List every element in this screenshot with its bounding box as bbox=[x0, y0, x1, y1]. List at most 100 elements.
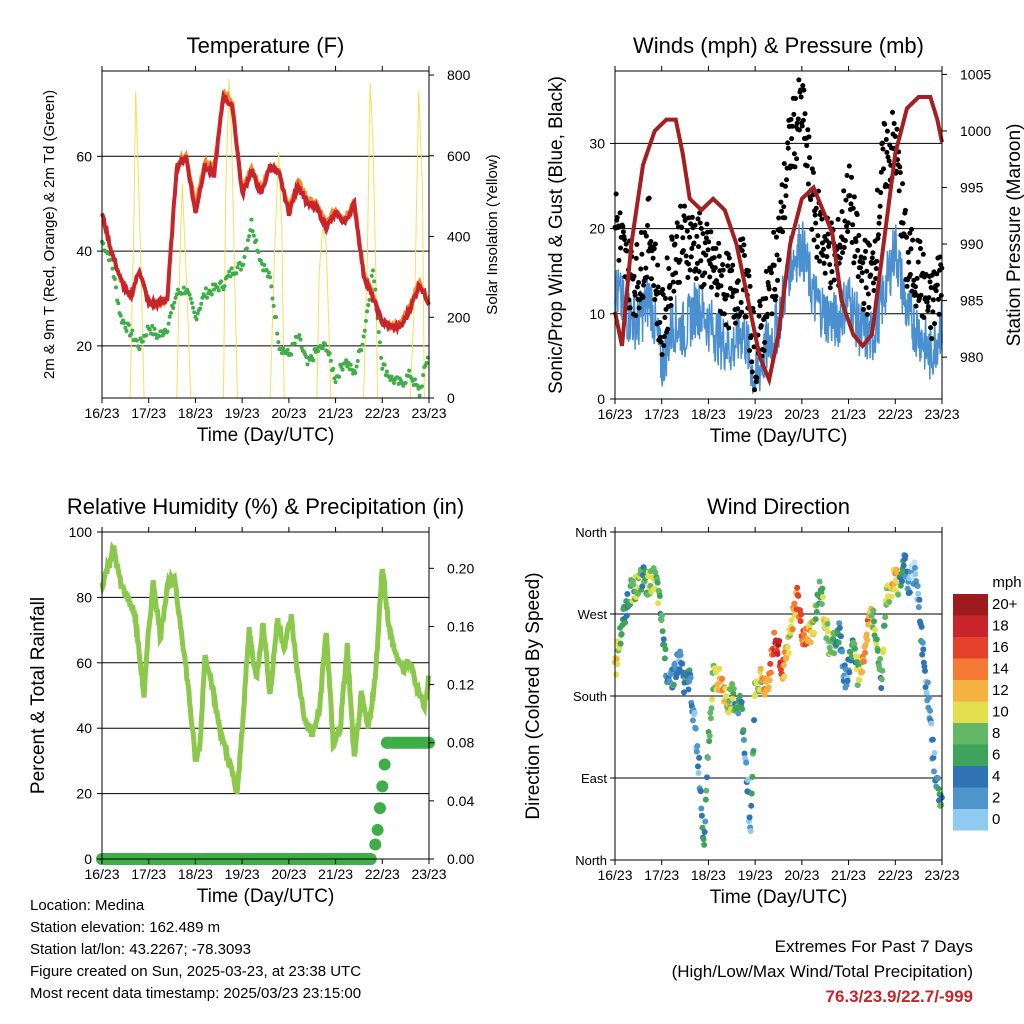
gust-point bbox=[669, 236, 675, 242]
gust-point bbox=[912, 284, 918, 290]
direction-point bbox=[739, 705, 746, 712]
gust-point bbox=[873, 276, 879, 282]
legend-label: 10 bbox=[992, 704, 1009, 721]
direction-point bbox=[795, 592, 802, 599]
gust-point bbox=[851, 260, 857, 266]
dewpoint-point bbox=[421, 373, 426, 378]
gust-point bbox=[845, 220, 851, 226]
gust-point bbox=[889, 109, 895, 115]
dewpoint-point bbox=[305, 362, 310, 367]
dewpoint-point bbox=[195, 311, 200, 316]
legend-label: 20+ bbox=[992, 596, 1018, 613]
y2-tick-label: 600 bbox=[447, 148, 471, 164]
gust-point bbox=[873, 266, 879, 272]
direction-point bbox=[703, 787, 710, 794]
direction-point bbox=[735, 710, 742, 717]
gust-point bbox=[726, 255, 732, 261]
y2-tick-label: 990 bbox=[960, 236, 984, 252]
direction-point bbox=[839, 648, 846, 655]
gust-point bbox=[747, 283, 753, 289]
direction-point bbox=[928, 720, 935, 727]
gust-point bbox=[634, 242, 640, 248]
direction-point bbox=[919, 639, 926, 646]
gust-point bbox=[757, 299, 763, 305]
direction-point bbox=[706, 732, 713, 739]
dewpoint-point bbox=[424, 361, 429, 366]
y-axis-label: 2m & 9m T (Red, Orange) & 2m Td (Green) bbox=[41, 90, 58, 379]
gust-point bbox=[634, 284, 640, 290]
gust-point bbox=[855, 247, 861, 253]
y2-tick-label: 400 bbox=[447, 229, 471, 245]
gust-point bbox=[866, 304, 872, 310]
gust-point bbox=[875, 232, 881, 238]
direction-point bbox=[630, 581, 637, 588]
gust-point bbox=[776, 215, 782, 221]
dewpoint-point bbox=[222, 284, 227, 289]
recent-timestamp: Most recent data timestamp: 2025/03/23 2… bbox=[30, 985, 362, 1002]
dewpoint-point bbox=[285, 347, 290, 352]
direction-point bbox=[729, 681, 736, 688]
gust-point bbox=[725, 263, 731, 269]
gust-point bbox=[822, 270, 828, 276]
gust-point bbox=[617, 210, 623, 216]
gust-point bbox=[693, 276, 699, 282]
gust-point bbox=[892, 133, 898, 139]
gust-point bbox=[655, 262, 661, 268]
gust-point bbox=[884, 149, 890, 155]
gust-point bbox=[903, 234, 909, 240]
speed-legend: mph 20+ 18 16 14 12 10 8 6 4 2 0 bbox=[953, 574, 1022, 831]
dewpoint-point bbox=[137, 347, 142, 352]
y-tick-label: 20 bbox=[76, 786, 92, 802]
direction-point bbox=[613, 671, 620, 678]
direction-point bbox=[860, 658, 867, 665]
direction-point bbox=[916, 596, 923, 603]
gust-point bbox=[793, 95, 799, 101]
direction-point bbox=[785, 650, 792, 657]
gust-point bbox=[819, 240, 825, 246]
dewpoint-point bbox=[221, 287, 226, 292]
dewpoint-point bbox=[289, 352, 294, 357]
gust-point bbox=[651, 283, 657, 289]
direction-point bbox=[879, 667, 886, 674]
direction-point bbox=[797, 618, 804, 625]
gust-point bbox=[620, 229, 626, 235]
direction-point bbox=[695, 769, 702, 776]
gust-point bbox=[868, 272, 874, 278]
gust-point bbox=[827, 285, 833, 291]
gust-point bbox=[917, 239, 923, 245]
gust-point bbox=[771, 229, 777, 235]
direction-point bbox=[706, 738, 713, 745]
dewpoint-point bbox=[173, 295, 178, 300]
gust-point bbox=[689, 214, 695, 220]
direction-point bbox=[825, 628, 832, 635]
direction-point bbox=[740, 727, 747, 734]
gust-point bbox=[927, 279, 933, 285]
gust-point bbox=[798, 94, 804, 100]
direction-point bbox=[748, 790, 755, 797]
x-tick-label: 18/23 bbox=[691, 867, 726, 883]
dewpoint-point bbox=[208, 289, 213, 294]
gust-point bbox=[785, 140, 791, 146]
gust-point bbox=[678, 203, 684, 209]
dewpoint-point bbox=[227, 269, 232, 274]
direction-point bbox=[863, 631, 870, 638]
x-axis-label: Time (Day/UTC) bbox=[197, 425, 335, 446]
gust-point bbox=[928, 325, 934, 331]
gust-point bbox=[685, 261, 691, 267]
dewpoint-point bbox=[372, 279, 377, 284]
gust-point bbox=[794, 120, 800, 126]
gust-point bbox=[933, 288, 939, 294]
y2-tick-label: 0.20 bbox=[447, 560, 474, 576]
gust-point bbox=[758, 323, 764, 329]
x-tick-label: 22/23 bbox=[365, 405, 400, 421]
direction-point bbox=[697, 788, 704, 795]
legend-swatch bbox=[953, 637, 988, 659]
direction-point bbox=[853, 653, 860, 660]
gust-point bbox=[844, 172, 850, 178]
gust-point bbox=[743, 314, 749, 320]
dewpoint-point bbox=[323, 342, 328, 347]
dewpoint-point bbox=[203, 286, 208, 291]
direction-point bbox=[617, 640, 624, 647]
gust-point bbox=[703, 252, 709, 258]
gust-point bbox=[680, 248, 686, 254]
